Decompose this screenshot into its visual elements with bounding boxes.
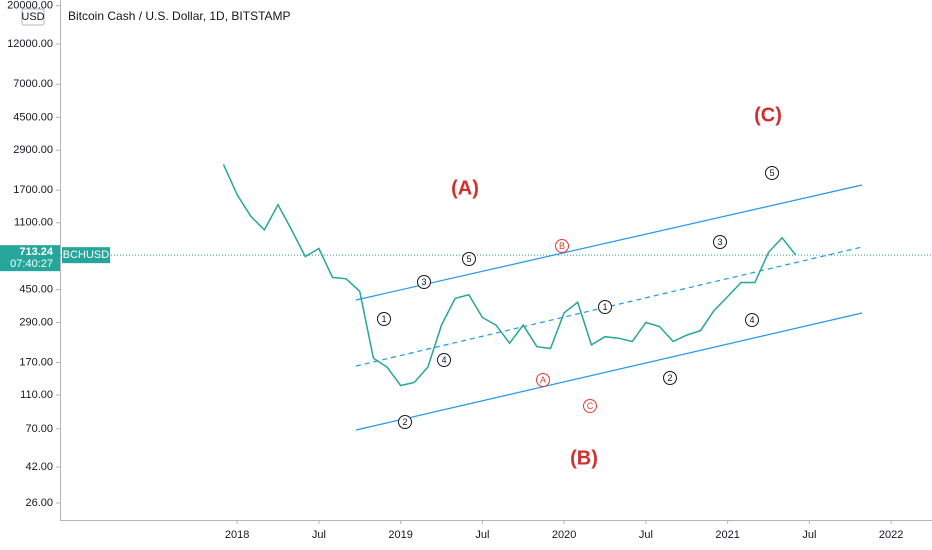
wave-label: (A) xyxy=(451,177,479,199)
x-tick-label: 2018 xyxy=(225,529,249,541)
y-tick-label: 450.00 xyxy=(19,284,53,296)
countdown: 07:40:27 xyxy=(10,258,53,270)
wave-number: B xyxy=(559,241,565,251)
y-tick-label: 12000.00 xyxy=(7,38,53,50)
y-tick-label: 4500.00 xyxy=(13,111,53,123)
x-tick-label: 2021 xyxy=(715,529,739,541)
wave-number: 2 xyxy=(402,417,407,427)
x-tick-label: 2020 xyxy=(552,529,576,541)
y-tick-label: 1100.00 xyxy=(14,217,53,229)
x-tick-label: 2022 xyxy=(879,529,903,541)
wave-number: 2 xyxy=(667,373,672,383)
x-tick-label: Jul xyxy=(312,529,326,541)
wave-number: 3 xyxy=(421,277,426,287)
wave-number: 5 xyxy=(466,254,471,264)
wave-circle xyxy=(663,371,677,385)
wave-circle xyxy=(765,166,779,180)
wave-number: C xyxy=(587,401,594,411)
wave-circle xyxy=(583,399,597,413)
wave-circle xyxy=(745,313,759,327)
y-tick-label: 1700.00 xyxy=(13,184,53,196)
y-tick-label: 42.00 xyxy=(25,461,53,473)
y-tick-label: 170.00 xyxy=(19,356,53,368)
wave-circle xyxy=(437,353,451,367)
wave-label: (B) xyxy=(570,447,598,469)
wave-label: (C) xyxy=(754,104,782,126)
currency: USD xyxy=(21,11,44,23)
symbol-box xyxy=(62,247,110,264)
price-line xyxy=(222,164,797,387)
wave-circle xyxy=(462,252,476,266)
wave-circle xyxy=(377,312,391,326)
x-tick-label: Jul xyxy=(639,529,653,541)
wave-number: 3 xyxy=(717,237,722,247)
currency-box xyxy=(21,8,45,26)
channel-upper xyxy=(355,184,863,301)
y-tick-label: 70.00 xyxy=(25,423,53,435)
y-tick-label: 110.00 xyxy=(20,389,53,401)
wave-number: 1 xyxy=(381,314,386,324)
wave-number: A xyxy=(540,375,546,385)
wave-circle xyxy=(536,373,550,387)
wave-number: 4 xyxy=(441,355,446,365)
wave-number: 5 xyxy=(769,168,774,178)
y-tick-label: 20000.00 xyxy=(7,0,53,12)
wave-number: 1 xyxy=(602,302,607,312)
x-tick-label: 2019 xyxy=(388,529,412,541)
channel-lower xyxy=(355,312,863,431)
last-price-box xyxy=(0,245,60,272)
wave-circle xyxy=(417,275,431,289)
wave-circle xyxy=(713,235,727,249)
chart-title: Bitcoin Cash / U.S. Dollar, 1D, BITSTAMP xyxy=(68,9,291,23)
x-tick-label: Jul xyxy=(475,529,489,541)
wave-circle xyxy=(555,239,569,253)
wave-circle xyxy=(598,300,612,314)
symbol-label: BCHUSD xyxy=(63,249,110,261)
channel-mid xyxy=(355,246,863,367)
y-tick-label: 7000.00 xyxy=(13,78,53,90)
y-tick-label: 2900.00 xyxy=(13,144,53,156)
y-tick-label: 290.00 xyxy=(19,316,53,328)
wave-circle xyxy=(398,415,412,429)
y-tick-label: 26.00 xyxy=(25,497,53,509)
x-tick-label: Jul xyxy=(802,529,816,541)
wave-number: 4 xyxy=(749,315,754,325)
last-price-label: 713.24 xyxy=(19,246,54,258)
